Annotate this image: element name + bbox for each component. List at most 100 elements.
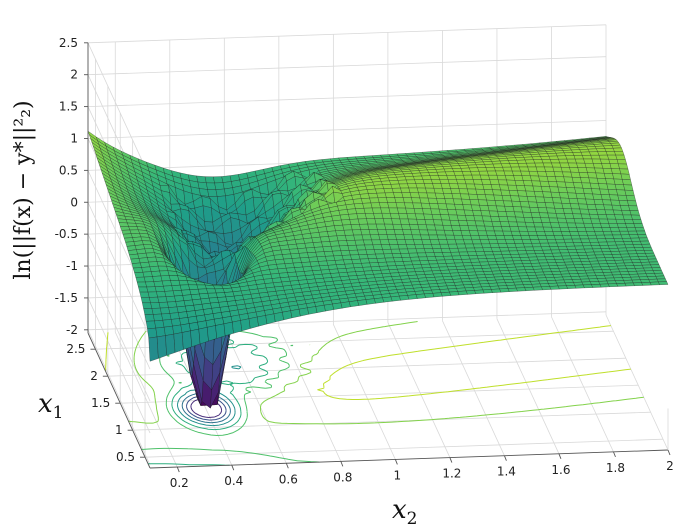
surface-face <box>524 287 535 291</box>
surface-face <box>619 231 630 236</box>
surface-face <box>506 179 517 186</box>
x2-tick <box>176 466 180 473</box>
surface-face <box>447 209 458 216</box>
surface-face <box>616 159 627 165</box>
grid-line <box>87 233 151 370</box>
surface-face <box>122 233 133 239</box>
surface-face <box>387 265 398 270</box>
surface-face <box>460 193 471 200</box>
surface-face <box>341 254 352 261</box>
surface-face <box>413 239 424 245</box>
surface-face <box>479 261 490 266</box>
surface-face <box>425 252 436 257</box>
surface-face <box>564 181 575 188</box>
surface-face <box>555 262 567 266</box>
surface-face <box>400 253 411 258</box>
surface-face <box>527 166 538 172</box>
surface-face <box>460 167 471 172</box>
surface-face <box>481 179 492 185</box>
surface-face <box>583 223 594 228</box>
surface-face <box>601 163 612 169</box>
surface-face <box>523 156 534 161</box>
surface-face <box>422 244 433 249</box>
surface-face <box>150 270 162 277</box>
surface-face <box>587 172 598 179</box>
surface-face <box>626 268 637 272</box>
surface-face <box>513 239 524 244</box>
surface-face <box>394 197 405 203</box>
surface-face <box>535 166 546 172</box>
surface-face <box>378 234 389 240</box>
surface-face <box>181 289 192 296</box>
surface-face <box>411 197 422 204</box>
surface-face <box>506 243 517 248</box>
surface-face <box>643 250 655 254</box>
surface-face <box>546 259 557 263</box>
surface-face <box>532 286 543 291</box>
surface-face <box>582 155 593 160</box>
surface-face <box>586 254 597 259</box>
surface-face <box>598 183 609 190</box>
surface-face <box>478 258 489 263</box>
surface-face <box>179 284 191 291</box>
surface-face <box>592 193 603 200</box>
surface-face <box>567 249 578 253</box>
surface-face <box>485 167 496 172</box>
surface-face <box>517 250 528 255</box>
surface-face <box>476 225 487 232</box>
surface-face <box>541 222 552 228</box>
surface-face <box>496 261 507 265</box>
grid-line <box>87 265 151 402</box>
surface-face <box>291 257 302 264</box>
surface-face <box>640 279 651 283</box>
surface-face <box>487 205 498 212</box>
surface-face <box>350 254 361 260</box>
surface-face <box>517 163 528 168</box>
surface-face <box>178 280 189 286</box>
surface-face <box>155 327 166 338</box>
surface-face <box>620 253 631 258</box>
surface-face <box>620 205 631 211</box>
surface-face <box>562 235 573 240</box>
surface-face <box>393 192 404 198</box>
surface-face <box>614 184 626 191</box>
surface-face <box>539 180 550 187</box>
surface-face <box>591 245 602 250</box>
surface-face <box>614 259 625 264</box>
surface-face <box>629 273 640 278</box>
surface-face <box>611 254 622 258</box>
grid-line <box>87 297 151 434</box>
surface-face <box>587 235 598 240</box>
surface-face <box>566 285 577 289</box>
surface-face <box>582 284 594 289</box>
surface-face <box>449 220 460 226</box>
surface-face <box>340 301 351 309</box>
surface-face <box>549 246 560 251</box>
surface-face <box>458 272 469 276</box>
surface-face <box>181 330 192 350</box>
surface-face <box>582 245 593 250</box>
surface-face <box>530 239 541 244</box>
surface-face <box>297 247 308 254</box>
surface-face <box>390 295 401 302</box>
surface-face <box>406 244 417 250</box>
surface-face <box>550 268 561 272</box>
surface-face <box>454 262 465 267</box>
surface-face <box>328 235 339 242</box>
surface-face <box>577 167 588 173</box>
surface-face <box>416 187 428 194</box>
surface-face <box>568 198 579 205</box>
surface-face <box>433 219 444 226</box>
surface-face <box>546 207 557 214</box>
surface-face <box>598 263 610 267</box>
surface-face <box>594 204 606 210</box>
surface-face <box>552 231 563 236</box>
surface-face <box>404 264 415 269</box>
surface-face <box>499 184 510 191</box>
surface-face <box>415 213 426 220</box>
surface-face <box>443 193 454 199</box>
surface-face <box>483 189 494 196</box>
surface-face <box>386 197 397 203</box>
surface-face <box>461 171 473 176</box>
